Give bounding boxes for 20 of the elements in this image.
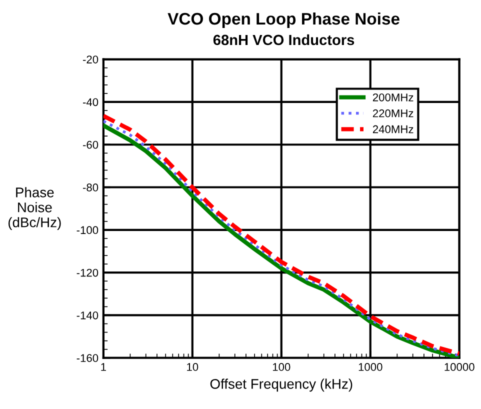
y-tick-label: -140 — [76, 311, 98, 320]
x-tick-label: 100 — [272, 363, 290, 371]
chart-subtitle: 68nH VCO Inductors — [213, 34, 354, 46]
y-axis-title: Phase Noise (dBc/Hz) — [8, 187, 61, 230]
chart-title: VCO Open Loop Phase Noise — [168, 12, 400, 28]
x-tick-label: 1000 — [358, 363, 382, 371]
x-tick-label: 1 — [101, 363, 106, 371]
x-tick-label: 10000 — [444, 363, 474, 371]
legend-label: 200MHz — [372, 93, 414, 102]
y-tick-label: -20 — [82, 56, 98, 64]
legend-label: 220MHz — [372, 109, 414, 118]
y-tick-label: -40 — [82, 98, 98, 106]
x-tick-label: 10 — [187, 363, 198, 371]
y-tick-label: -60 — [82, 140, 98, 149]
y-tick-label: -80 — [82, 184, 98, 192]
y-tick-label: -160 — [76, 354, 98, 362]
y-tick-label: -120 — [76, 268, 98, 277]
legend-label: 240MHz — [372, 125, 414, 134]
x-axis-title: Offset Frequency (kHz) — [210, 378, 352, 392]
y-tick-label: -100 — [76, 226, 98, 234]
